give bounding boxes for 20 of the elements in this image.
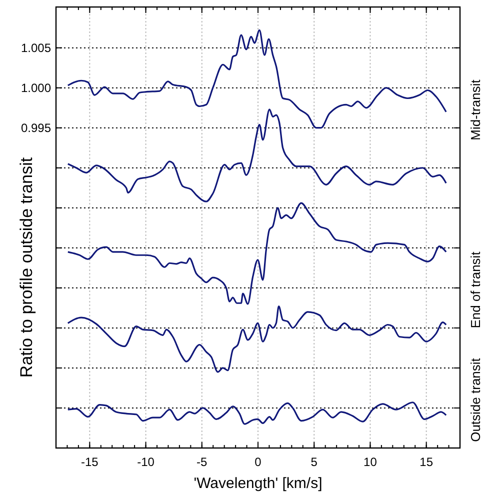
x-tick-label: -10 bbox=[137, 455, 155, 469]
y-tick-label: 1.005 bbox=[20, 41, 52, 56]
text: End of transit bbox=[468, 251, 483, 328]
line-series bbox=[67, 306, 447, 373]
x-tick-label: 5 bbox=[310, 455, 318, 469]
y-tick-label: 0.995 bbox=[20, 121, 52, 136]
line-series bbox=[67, 29, 447, 129]
line-series bbox=[67, 402, 447, 425]
x-axis-title: 'Wavelength' [km/s] bbox=[194, 475, 322, 492]
text: Outside transit bbox=[468, 358, 483, 442]
y-axis-title: Ratio to profile outside transit bbox=[17, 157, 36, 378]
line-series bbox=[67, 108, 447, 202]
x-tick-label: 0 bbox=[254, 455, 262, 469]
text: Mid-transit bbox=[468, 79, 483, 140]
x-tick-label: 15 bbox=[420, 455, 434, 469]
y-tick-label: 1.000 bbox=[20, 81, 52, 96]
line-series bbox=[67, 202, 447, 305]
x-tick-label: -5 bbox=[196, 455, 208, 469]
x-tick-label: 10 bbox=[364, 455, 378, 469]
x-tick-label: -15 bbox=[80, 455, 99, 469]
